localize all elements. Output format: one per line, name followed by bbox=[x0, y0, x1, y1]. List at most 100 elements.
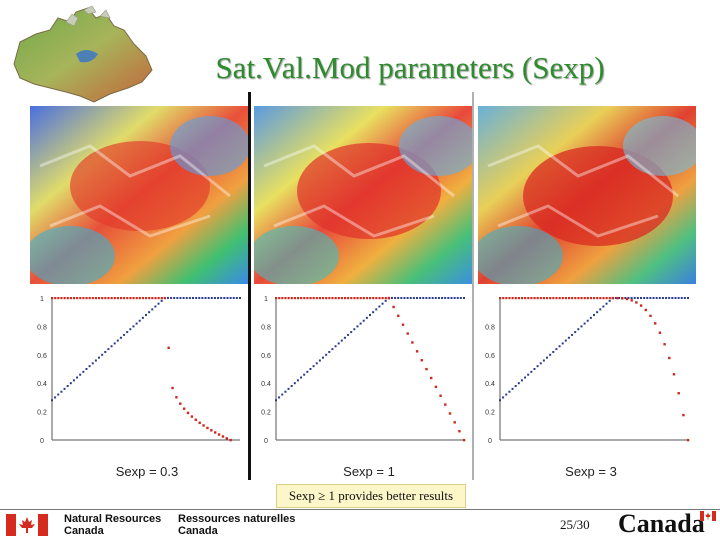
series-point-red bbox=[69, 297, 72, 300]
series-point-blue bbox=[235, 297, 238, 299]
series-point-blue bbox=[179, 297, 182, 299]
org-name-fr-line1: Ressources naturelles bbox=[178, 513, 296, 525]
series-point-red bbox=[577, 297, 580, 300]
series-point-blue bbox=[113, 342, 116, 345]
series-point-red bbox=[415, 350, 419, 353]
series-point-blue bbox=[98, 356, 100, 359]
series-point-red bbox=[546, 297, 549, 300]
series-point-blue bbox=[157, 302, 160, 305]
y-tick-label: 0.4 bbox=[37, 381, 47, 388]
series-point-red bbox=[82, 297, 85, 300]
series-point-red bbox=[340, 297, 343, 300]
series-point-blue bbox=[527, 373, 530, 376]
org-name-en-line2: Canada bbox=[64, 525, 104, 537]
series-point-red bbox=[293, 297, 296, 300]
series-point-red bbox=[375, 297, 378, 300]
series-point-blue bbox=[589, 316, 592, 319]
series-point-blue bbox=[154, 305, 157, 308]
series-point-blue bbox=[69, 382, 72, 385]
series-point-red bbox=[401, 323, 405, 326]
series-point-red bbox=[163, 297, 166, 300]
series-point-blue bbox=[524, 376, 527, 379]
series-point-blue bbox=[640, 297, 642, 299]
series-point-red bbox=[167, 346, 170, 349]
series-point-blue bbox=[546, 356, 548, 359]
panel-divider bbox=[472, 92, 474, 480]
series-point-red bbox=[315, 297, 318, 300]
series-point-blue bbox=[57, 393, 60, 396]
series-point-blue bbox=[671, 297, 674, 299]
series-point-blue bbox=[406, 297, 409, 299]
series-point-red bbox=[533, 297, 536, 300]
y-tick-label: 0.6 bbox=[261, 353, 271, 360]
series-point-blue bbox=[347, 333, 350, 336]
series-point-blue bbox=[160, 299, 163, 302]
series-point-blue bbox=[201, 297, 204, 299]
y-tick-label: 0.6 bbox=[37, 353, 47, 360]
series-point-red bbox=[420, 359, 423, 362]
series-point-red bbox=[160, 297, 163, 300]
series-point-blue bbox=[422, 297, 425, 299]
series-point-red bbox=[331, 297, 334, 300]
series-point-red bbox=[639, 304, 643, 307]
series-point-red bbox=[85, 297, 88, 300]
series-point-red bbox=[63, 297, 66, 300]
series-point-blue bbox=[325, 353, 328, 356]
series-point-red bbox=[458, 430, 461, 433]
series-point-red bbox=[57, 297, 60, 300]
series-point-blue bbox=[409, 297, 412, 299]
series-point-blue bbox=[138, 319, 141, 322]
series-point-red bbox=[322, 297, 325, 300]
series-point-red bbox=[107, 297, 110, 300]
series-point-blue bbox=[195, 297, 198, 299]
series-point-red bbox=[278, 297, 281, 300]
plot-background bbox=[254, 290, 472, 448]
series-point-red bbox=[287, 297, 290, 300]
series-point-red bbox=[132, 297, 135, 300]
result-note: Sexp ≥ 1 provides better results bbox=[276, 484, 466, 508]
y-tick-label: 0.8 bbox=[37, 324, 47, 331]
y-tick-label: 0 bbox=[488, 438, 492, 445]
series-point-blue bbox=[359, 322, 362, 325]
footer-divider bbox=[0, 509, 720, 510]
series-point-red bbox=[60, 297, 63, 300]
series-point-red bbox=[686, 438, 690, 442]
series-point-blue bbox=[365, 316, 368, 319]
plot-background bbox=[478, 290, 696, 448]
series-point-blue bbox=[384, 299, 387, 302]
series-point-blue bbox=[54, 396, 57, 399]
series-point-red bbox=[318, 297, 322, 300]
series-point-red bbox=[365, 297, 369, 300]
series-point-red bbox=[586, 297, 589, 300]
series-point-blue bbox=[555, 348, 558, 351]
series-point-blue bbox=[378, 305, 381, 308]
series-point-blue bbox=[444, 297, 447, 299]
series-point-blue bbox=[561, 342, 564, 345]
series-point-red bbox=[66, 297, 69, 300]
series-point-red bbox=[88, 297, 91, 300]
series-point-red bbox=[605, 297, 608, 300]
series-point-blue bbox=[574, 331, 577, 334]
series-point-blue bbox=[517, 382, 520, 385]
series-point-blue bbox=[372, 311, 375, 314]
series-point-red bbox=[514, 297, 517, 300]
series-point-blue bbox=[552, 350, 555, 353]
series-point-blue bbox=[116, 339, 119, 342]
series-point-blue bbox=[343, 336, 346, 339]
series-point-blue bbox=[166, 297, 169, 299]
series-point-red bbox=[372, 297, 375, 300]
series-point-red bbox=[517, 297, 520, 300]
series-point-blue bbox=[397, 297, 400, 299]
series-point-blue bbox=[400, 297, 403, 299]
series-point-red bbox=[583, 297, 586, 300]
series-point-red bbox=[343, 297, 347, 300]
series-point-blue bbox=[463, 297, 465, 299]
series-point-red bbox=[530, 297, 533, 300]
chart-sexp-3: 0 0.2 0.4 0.6 0.8 bbox=[478, 290, 696, 448]
series-point-blue bbox=[549, 353, 552, 356]
series-point-blue bbox=[605, 302, 608, 305]
series-point-red bbox=[309, 297, 312, 300]
series-point-blue bbox=[312, 365, 315, 368]
y-tick-label: 0.4 bbox=[261, 381, 271, 388]
series-point-blue bbox=[658, 297, 661, 299]
